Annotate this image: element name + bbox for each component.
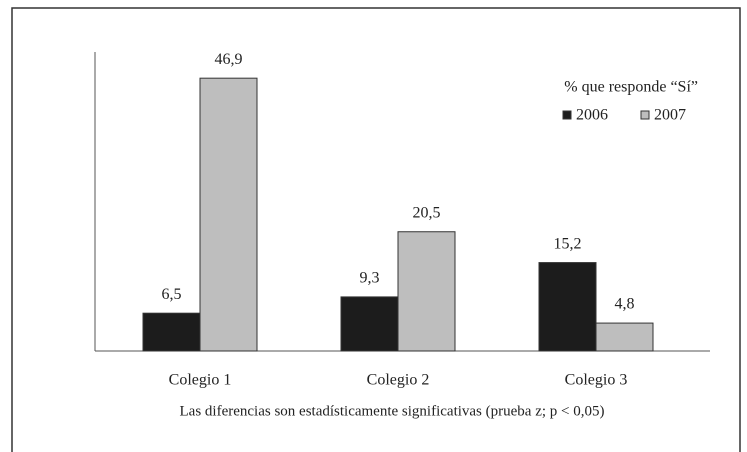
bar: [595, 322, 654, 352]
value-label: 46,9: [215, 51, 243, 68]
bar: [538, 262, 597, 352]
value-label: 20,5: [413, 204, 441, 221]
legend-label: 2006: [576, 107, 608, 124]
legend-swatch: [640, 110, 650, 120]
legend-label: 2007: [654, 107, 686, 124]
bar: [340, 296, 399, 352]
legend-title: % que responde “Sí”: [564, 79, 698, 96]
value-label: 4,8: [615, 296, 635, 313]
value-label: 6,5: [162, 286, 182, 303]
x-tick-label: Colegio 3: [565, 372, 628, 389]
bar: [397, 231, 456, 352]
bar: [142, 312, 201, 352]
legend-swatch: [562, 110, 572, 120]
note: Las diferencias son estadísticamente sig…: [180, 403, 605, 419]
x-tick-label: Colegio 1: [169, 372, 232, 389]
value-label: 9,3: [360, 270, 380, 287]
bar: [199, 77, 258, 352]
frame: [11, 7, 741, 452]
x-tick-label: Colegio 2: [367, 372, 430, 389]
value-label: 15,2: [554, 235, 582, 252]
